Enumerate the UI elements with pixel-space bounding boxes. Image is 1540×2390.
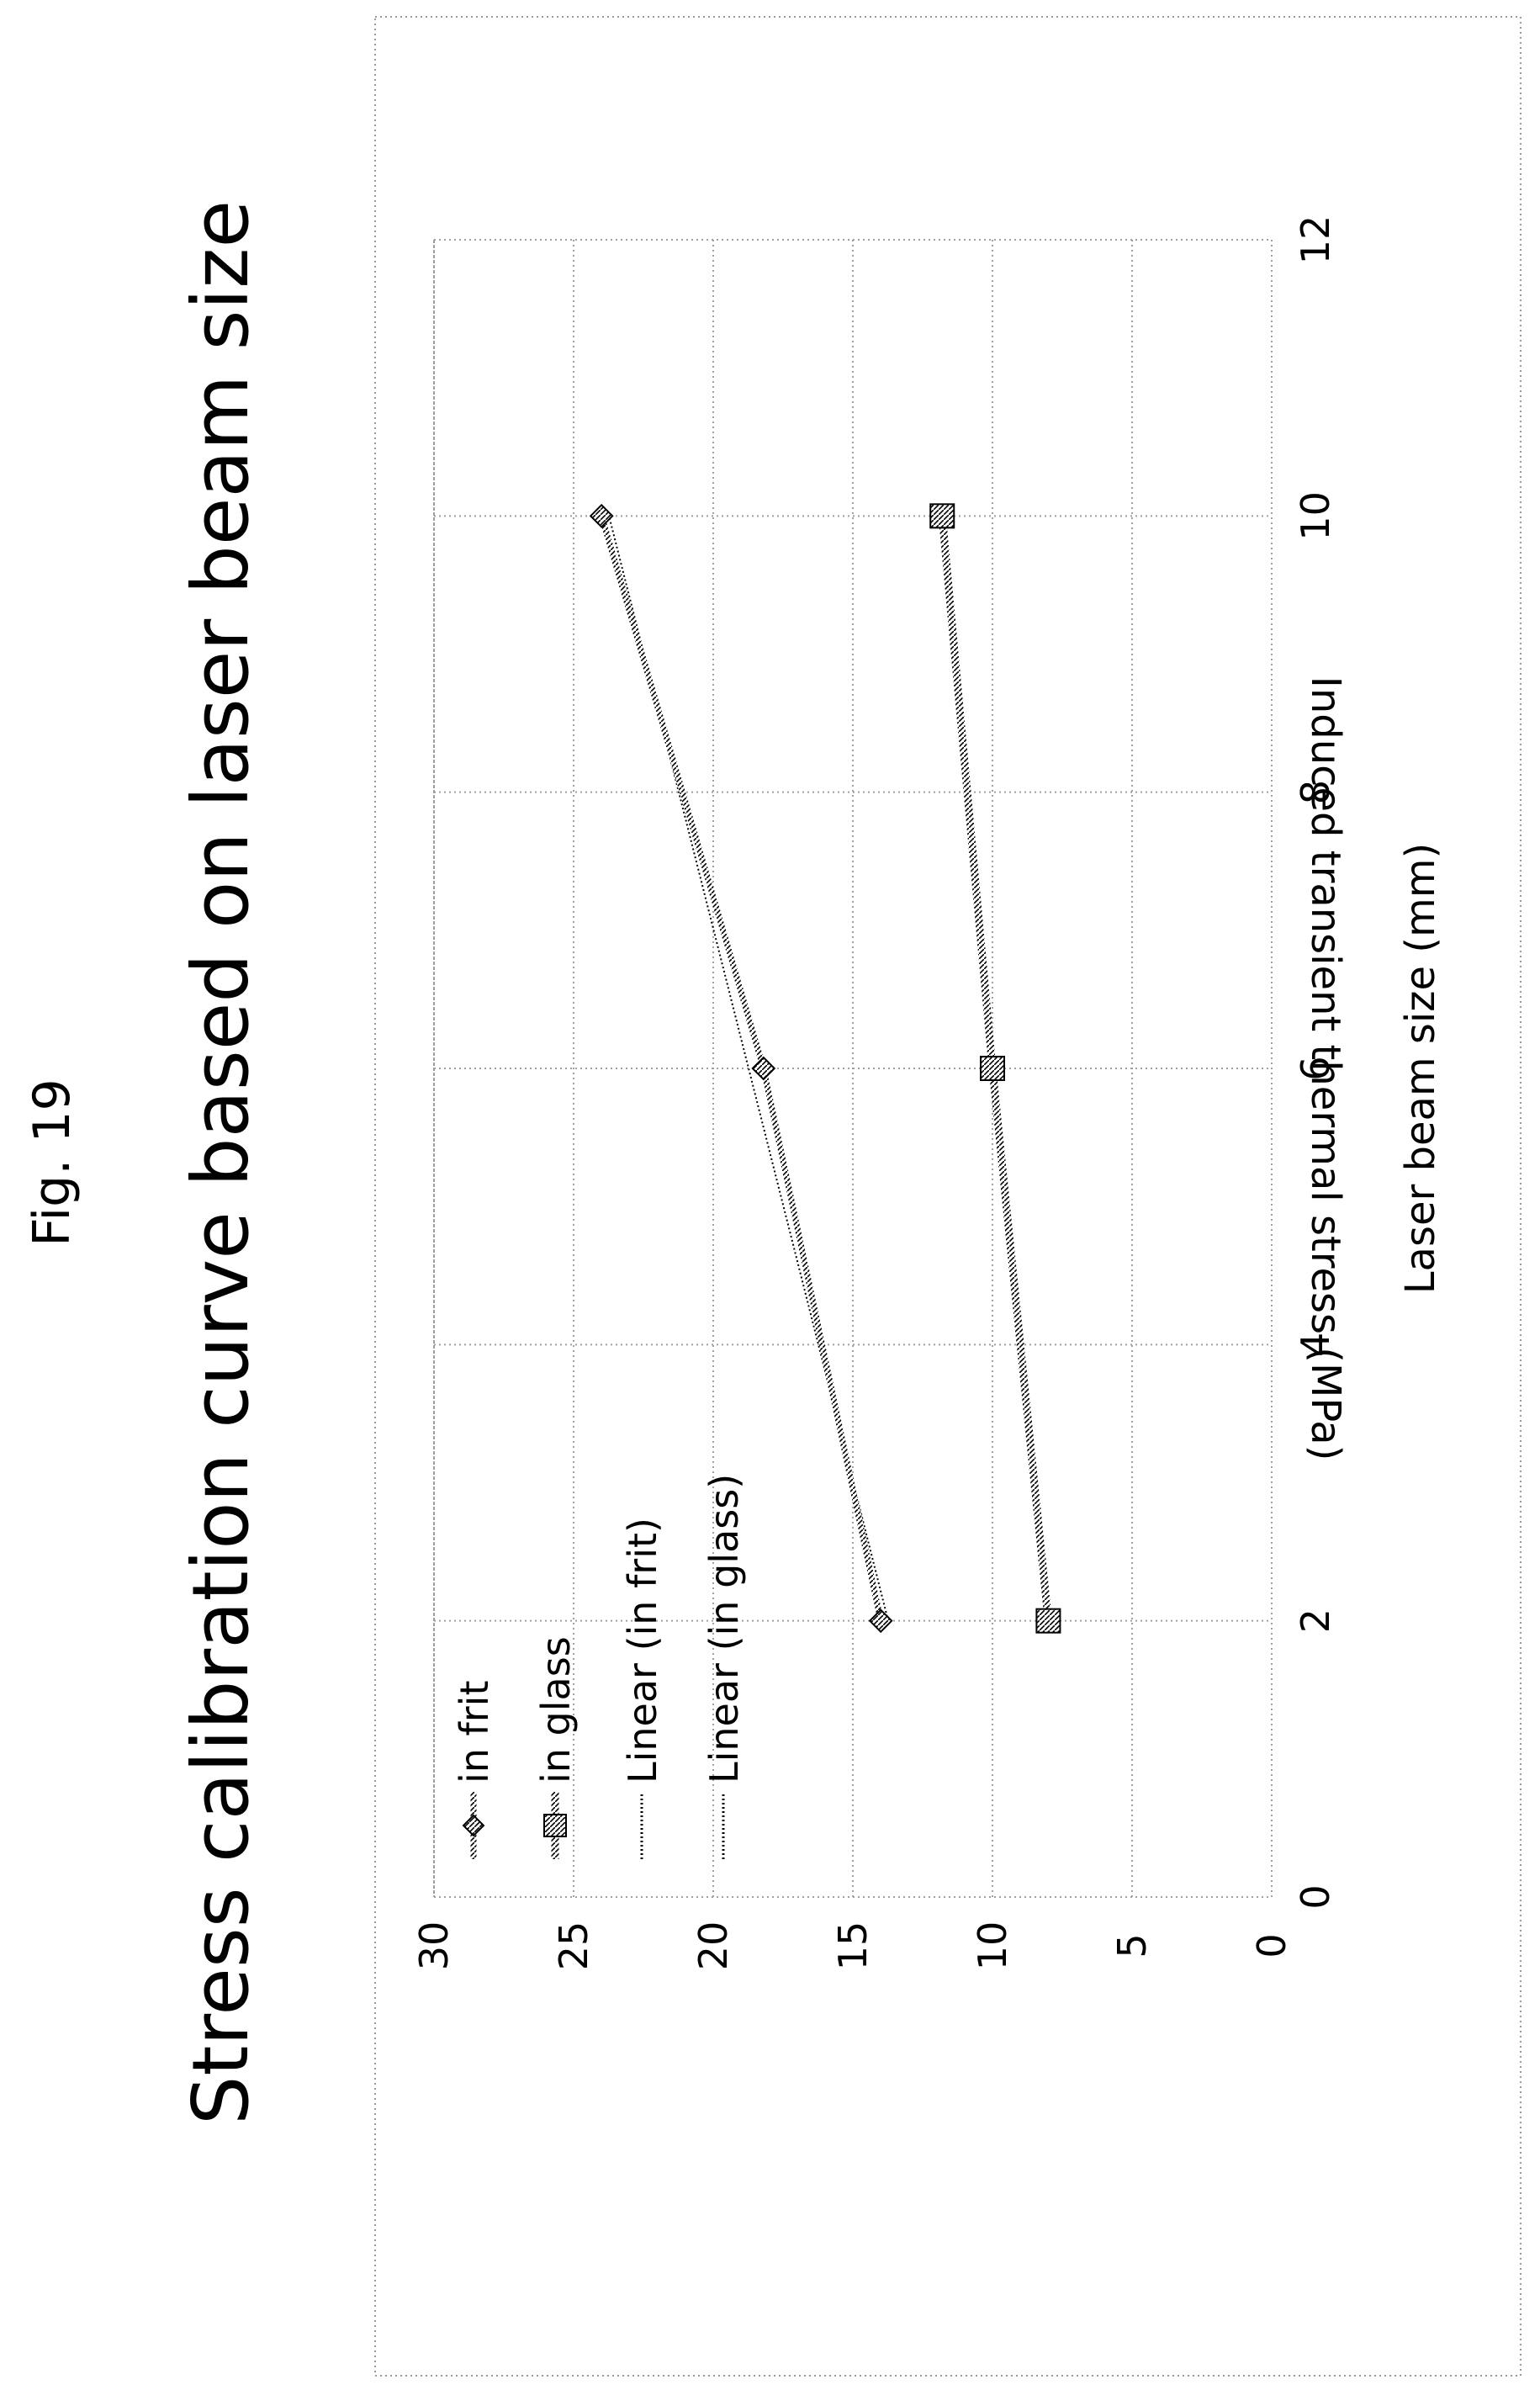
x-tick-label-12: 12 xyxy=(1293,215,1338,265)
data-point-in-frit-10 xyxy=(589,503,614,528)
data-point-in-glass-2 xyxy=(1035,1608,1061,1634)
legend-marker-square xyxy=(543,1814,567,1837)
chart-border xyxy=(374,16,1521,2377)
data-point-in-glass-10 xyxy=(929,503,955,529)
y-tick-label-0: 0 xyxy=(1249,1933,1294,1958)
y-tick-label-20: 20 xyxy=(691,1921,736,1971)
x-tick-label-4: 4 xyxy=(1293,1333,1338,1357)
legend-item-linear-in-glass: Linear (in glass) xyxy=(701,1474,747,1859)
legend: in frit in glass Linear (in frit) Linear… xyxy=(452,1474,747,1859)
legend-label-linear-in-glass: Linear (in glass) xyxy=(701,1474,747,1783)
y-tick-label-10: 10 xyxy=(970,1921,1015,1971)
chart-title: Stress calibration curve based on laser … xyxy=(176,200,266,2125)
x-tick-labels: 0 2 4 6 8 10 12 xyxy=(1293,215,1338,1910)
y-axis-label: Induced transient thermal stress (MPa) xyxy=(1302,676,1349,1461)
legend-item-linear-in-frit: Linear (in frit) xyxy=(620,1518,665,1859)
x-axis-label: Laser beam size (mm) xyxy=(1397,843,1444,1294)
x-tick-label-8: 8 xyxy=(1293,780,1338,804)
figure-label: Fig. 19 xyxy=(23,1078,82,1246)
data-point-in-frit-2 xyxy=(868,1608,893,1634)
y-tick-label-30: 30 xyxy=(411,1921,457,1971)
legend-marker-diamond xyxy=(462,1814,485,1837)
legend-label-in-frit: in frit xyxy=(452,1681,497,1783)
plot-area xyxy=(433,239,1273,1898)
data-point-in-glass-6 xyxy=(980,1056,1005,1081)
x-tick-label-10: 10 xyxy=(1293,491,1338,541)
y-tick-labels: 0 5 10 15 20 25 30 xyxy=(411,1921,1294,1971)
legend-item-in-frit: in frit xyxy=(452,1681,497,1859)
y-tick-label-15: 15 xyxy=(830,1921,876,1971)
y-tick-label-5: 5 xyxy=(1109,1933,1155,1958)
y-tick-label-25: 25 xyxy=(551,1921,596,1971)
x-tick-label-2: 2 xyxy=(1293,1608,1338,1633)
data-point-in-frit-6 xyxy=(751,1056,776,1081)
data-markers xyxy=(589,503,1061,1634)
x-tick-label-0: 0 xyxy=(1293,1884,1338,1909)
legend-label-in-glass: in glass xyxy=(533,1636,579,1783)
legend-item-in-glass: in glass xyxy=(533,1636,579,1859)
x-tick-label-6: 6 xyxy=(1293,1056,1338,1080)
legend-label-linear-in-frit: Linear (in frit) xyxy=(620,1518,665,1783)
